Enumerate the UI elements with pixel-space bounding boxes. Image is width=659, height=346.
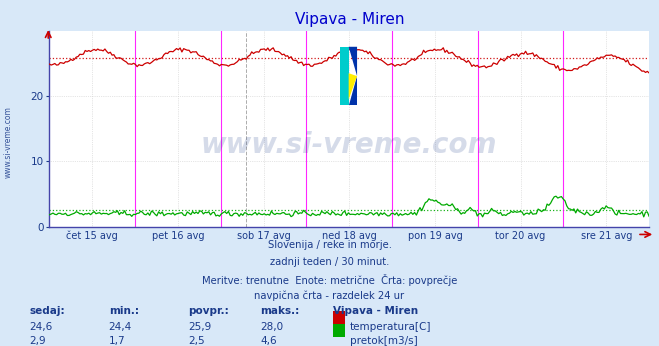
- Text: Meritve: trenutne  Enote: metrične  Črta: povprečje: Meritve: trenutne Enote: metrične Črta: …: [202, 274, 457, 286]
- Text: 24,4: 24,4: [109, 322, 132, 333]
- Text: Vipava - Miren: Vipava - Miren: [333, 306, 418, 316]
- Text: 25,9: 25,9: [188, 322, 211, 333]
- Text: povpr.:: povpr.:: [188, 306, 229, 316]
- Text: zadnji teden / 30 minut.: zadnji teden / 30 minut.: [270, 257, 389, 267]
- Text: 2,9: 2,9: [30, 336, 46, 346]
- Polygon shape: [349, 73, 357, 100]
- Text: 4,6: 4,6: [260, 336, 277, 346]
- Text: www.si-vreme.com: www.si-vreme.com: [201, 130, 498, 158]
- Text: Slovenija / reke in morje.: Slovenija / reke in morje.: [268, 240, 391, 251]
- Text: www.si-vreme.com: www.si-vreme.com: [4, 106, 13, 178]
- Text: navpična črta - razdelek 24 ur: navpična črta - razdelek 24 ur: [254, 290, 405, 301]
- Text: maks.:: maks.:: [260, 306, 300, 316]
- Polygon shape: [349, 47, 357, 76]
- Title: Vipava - Miren: Vipava - Miren: [295, 12, 404, 27]
- Text: sedaj:: sedaj:: [30, 306, 65, 316]
- Polygon shape: [340, 47, 349, 106]
- Text: temperatura[C]: temperatura[C]: [350, 322, 432, 333]
- Text: 1,7: 1,7: [109, 336, 125, 346]
- Text: 28,0: 28,0: [260, 322, 283, 333]
- Text: min.:: min.:: [109, 306, 139, 316]
- Polygon shape: [349, 76, 357, 106]
- Text: pretok[m3/s]: pretok[m3/s]: [350, 336, 418, 346]
- Text: 2,5: 2,5: [188, 336, 204, 346]
- Text: 24,6: 24,6: [30, 322, 53, 333]
